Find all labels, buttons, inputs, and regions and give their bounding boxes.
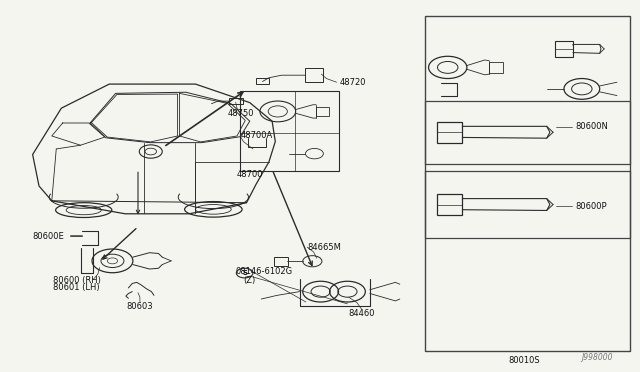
Bar [489,62,503,73]
Bar [305,68,323,82]
Bar [229,98,243,105]
Text: 84460: 84460 [348,310,375,318]
Text: 48720: 48720 [339,78,365,87]
Text: S: S [242,270,247,276]
Text: 80600P: 80600P [575,202,607,211]
Text: 80601 (LH): 80601 (LH) [53,283,100,292]
Bar [437,194,463,215]
Bar [426,101,630,164]
Text: 48750: 48750 [227,109,254,118]
Text: 80600N: 80600N [575,122,608,131]
Bar [316,107,329,116]
Text: 48700: 48700 [237,170,263,179]
Text: 48700A: 48700A [240,131,273,141]
Text: 80603: 80603 [127,302,153,311]
Bar [426,171,630,238]
Text: 80010S: 80010S [509,356,540,365]
Text: 84665M: 84665M [307,243,341,251]
Bar [555,41,573,57]
Bar [437,122,463,142]
Text: J998000: J998000 [581,353,612,362]
Text: (Z): (Z) [243,276,255,285]
Bar [256,78,269,84]
Bar [240,92,339,171]
Text: 80600 (RH): 80600 (RH) [53,276,101,285]
Text: 80600E: 80600E [33,231,65,241]
Text: 08146-6102G: 08146-6102G [236,267,293,276]
Bar [274,257,288,266]
Bar [426,16,630,351]
